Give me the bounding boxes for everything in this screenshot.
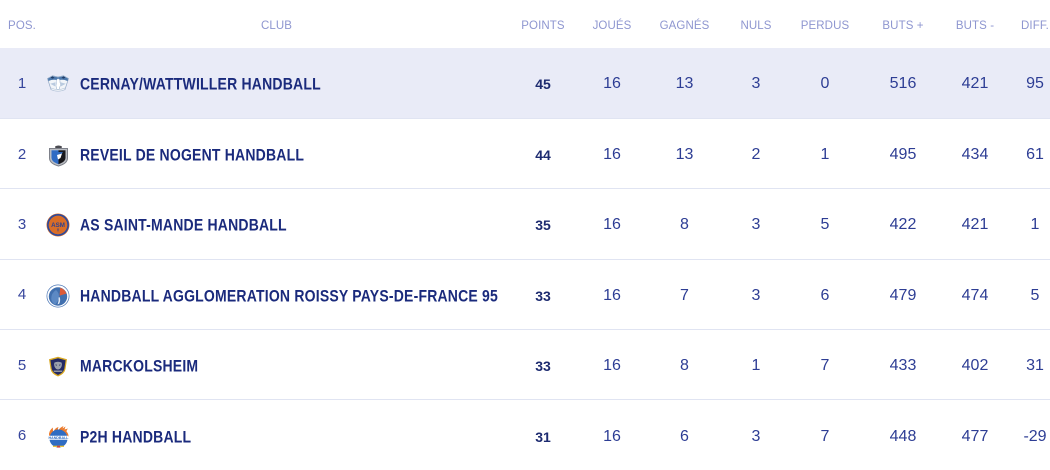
svg-text:ASM: ASM bbox=[51, 222, 65, 229]
svg-text:HANDBALL: HANDBALL bbox=[48, 436, 69, 440]
